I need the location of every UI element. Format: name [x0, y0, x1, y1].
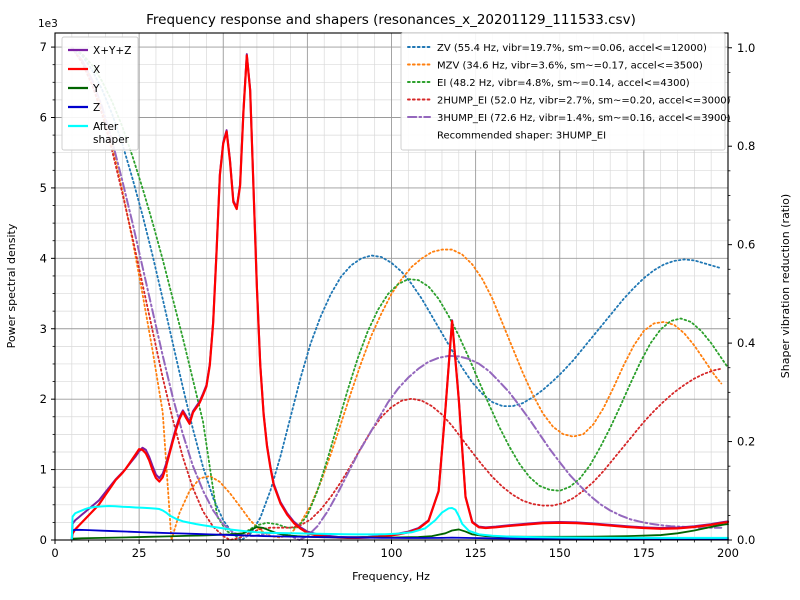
- shaper-legend-label: 3HUMP_EI (72.6 Hz, vibr=1.4%, sm~=0.16, …: [437, 113, 731, 124]
- x-tick-label: 50: [216, 546, 231, 560]
- y2-tick-label: 0.0: [737, 533, 755, 547]
- y2-tick-label: 0.8: [737, 139, 755, 153]
- y-tick-label: 4: [40, 251, 47, 265]
- x-tick-label: 0: [51, 546, 58, 560]
- data-curves: [70, 46, 730, 541]
- x-tick-label: 75: [300, 546, 315, 560]
- psd-legend-label: Y: [92, 83, 100, 95]
- y2-tick-label: 1.0: [737, 41, 755, 55]
- shaper-curve-3hump_ei: [70, 46, 723, 541]
- shaper-legend-label: MZV (34.6 Hz, vibr=3.6%, sm~=0.17, accel…: [437, 61, 703, 72]
- recommended-shaper-label: Recommended shaper: 3HUMP_EI: [437, 131, 606, 142]
- y2-tick-label: 0.6: [737, 238, 755, 252]
- x-tick-label: 150: [549, 546, 571, 560]
- x-axis-label: Frequency, Hz: [352, 570, 430, 583]
- psd-curve-after-shaper: [70, 505, 729, 541]
- y-tick-label: 5: [40, 181, 47, 195]
- y-tick-label: 6: [40, 111, 47, 125]
- y-tick-label: 7: [40, 40, 47, 54]
- x-tick-label: 175: [633, 546, 655, 560]
- shaper-legend[interactable]: ZV (55.4 Hz, vibr=19.7%, sm~=0.06, accel…: [400, 32, 731, 151]
- plot-border: [54, 32, 729, 541]
- psd-legend-label: X: [93, 64, 100, 76]
- x-tick-label: 100: [381, 546, 403, 560]
- shaper-legend-label: ZV (55.4 Hz, vibr=19.7%, sm~=0.06, accel…: [437, 43, 707, 54]
- x-tick-label: 25: [132, 546, 147, 560]
- y-tick-label: 0: [40, 533, 47, 547]
- y-axis-label: Power spectral density: [5, 223, 18, 348]
- shaper-legend-label: 2HUMP_EI (52.0 Hz, vibr=2.7%, sm~=0.20, …: [437, 96, 731, 107]
- psd-curve-x: [70, 54, 730, 541]
- psd-legend-label: shaper: [93, 134, 130, 146]
- psd-legend-label: Z: [93, 102, 100, 114]
- axis-tick-labels: 0 25 50 75 100 125 150 175 200 0 1 2 3 4 5 6 7 0.0 0.2 0.4 0…: [40, 40, 756, 560]
- x-tick-label: 200: [717, 546, 739, 560]
- psd-legend-label: After: [93, 121, 119, 133]
- x-tick-label: 125: [465, 546, 487, 560]
- y2-tick-label: 0.4: [737, 336, 755, 350]
- psd-legend-label: X+Y+Z: [93, 45, 131, 57]
- chart-title: Frequency response and shapers (resonanc…: [146, 12, 636, 28]
- shaper-curve-2hump_ei: [70, 46, 723, 541]
- shaper-curve-ei: [70, 46, 729, 537]
- shaper-legend-label: EI (48.2 Hz, vibr=4.8%, sm~=0.14, accel<…: [437, 78, 690, 89]
- y-tick-label: 3: [40, 322, 47, 336]
- shaper-curve-zv: [70, 46, 723, 541]
- y-tick-label: 2: [40, 392, 47, 406]
- shaper-curve-mzv: [70, 46, 723, 541]
- y-axis-offset-label: 1e3: [38, 18, 58, 30]
- y2-tick-label: 0.2: [737, 435, 755, 449]
- y-tick-label: 1: [40, 463, 47, 477]
- psd-curve-z: [70, 528, 729, 541]
- y2-axis-label: Shaper vibration reduction (ratio): [779, 194, 792, 378]
